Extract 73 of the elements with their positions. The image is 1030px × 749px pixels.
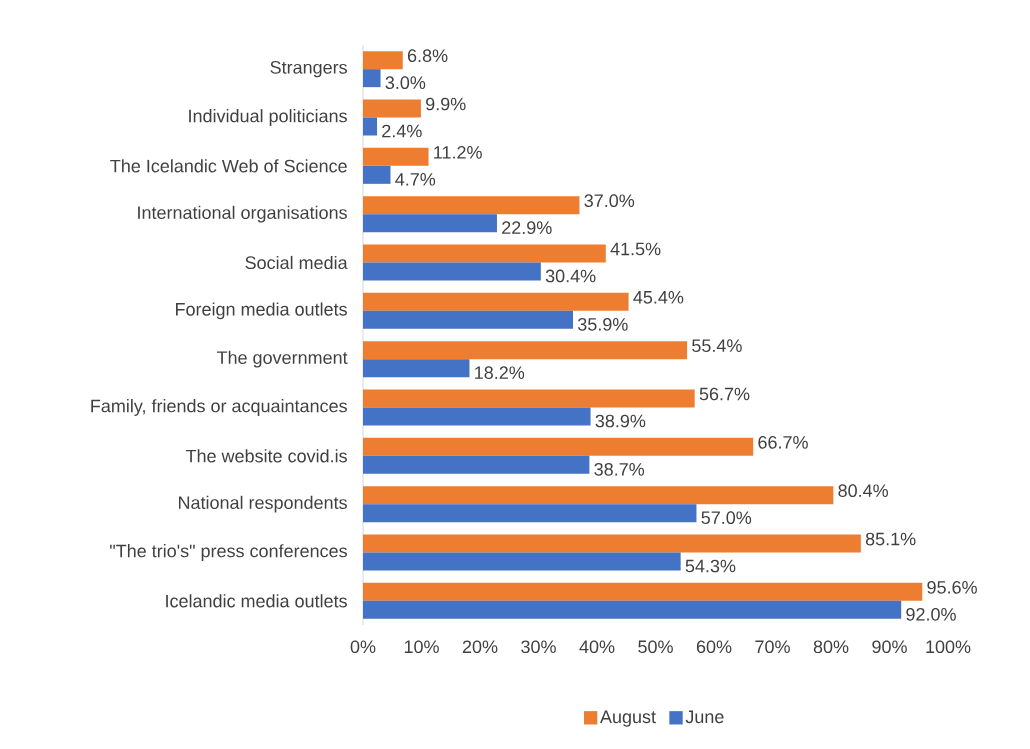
y-tick-label: Foreign media outlets	[176, 302, 347, 320]
bar	[363, 437, 754, 456]
data-label: 56.7%	[699, 387, 750, 401]
bar	[363, 341, 688, 360]
bar	[363, 262, 541, 281]
bar	[363, 244, 606, 263]
x-tick-label: 50%	[638, 640, 673, 654]
data-label: 35.9%	[577, 317, 628, 331]
data-label: 2.4%	[382, 124, 422, 138]
bar	[363, 196, 580, 215]
data-label: 55.4%	[692, 339, 742, 352]
y-tick-label: International organisations	[138, 205, 347, 223]
bar	[363, 99, 421, 118]
data-label: 38.9%	[595, 414, 646, 428]
y-tick-label: Family, friends or acquaintances	[91, 399, 347, 416]
x-tick-label: 70%	[755, 640, 790, 654]
data-label: 22.9%	[502, 221, 552, 235]
data-label: 30.4%	[545, 269, 596, 283]
bar	[363, 214, 497, 233]
bar	[363, 486, 834, 505]
bar	[363, 117, 378, 136]
bar	[363, 359, 470, 378]
data-label: 37.0%	[584, 194, 635, 208]
x-tick-label: 80%	[813, 640, 849, 654]
x-tick-label: 20%	[462, 640, 498, 654]
data-label: 45.4%	[633, 291, 684, 304]
data-label: 9.9%	[426, 97, 466, 111]
data-label: 18.2%	[475, 366, 525, 380]
data-label: 66.7%	[758, 435, 808, 449]
bar	[363, 292, 629, 311]
legend-label: August	[600, 710, 656, 727]
y-tick-label: National respondents	[179, 495, 347, 513]
bar	[363, 310, 574, 329]
x-tick-label: 10%	[404, 640, 439, 654]
data-label: 11.2%	[434, 146, 482, 159]
data-label: 95.6%	[927, 580, 977, 594]
data-label: 92.0%	[906, 607, 956, 621]
bar	[363, 389, 695, 408]
data-label: 54.3%	[685, 559, 736, 573]
data-label: 4.7%	[395, 173, 436, 186]
x-tick-label: 0%	[350, 640, 376, 654]
data-label: 57.0%	[701, 511, 752, 525]
y-tick-label: The government	[216, 350, 348, 368]
y-tick-label: Social media	[245, 255, 348, 270]
y-tick-label: Strangers	[270, 61, 347, 78]
x-tick-label: 90%	[872, 640, 907, 654]
data-label: 41.5%	[610, 242, 661, 256]
y-tick-label: Icelandic media outlets	[166, 594, 347, 608]
x-tick-label: 60%	[696, 640, 732, 654]
bar	[363, 504, 697, 523]
y-tick-label: Individual politicians	[189, 109, 347, 126]
bar	[363, 69, 381, 88]
x-tick-label: 100%	[926, 640, 971, 654]
data-label: 80.4%	[838, 484, 889, 498]
data-label: 38.7%	[594, 462, 645, 476]
data-label: 85.1%	[865, 532, 916, 546]
bar	[363, 165, 391, 184]
bar	[363, 51, 403, 70]
data-label: 3.0%	[385, 76, 426, 90]
data-label: 6.8%	[407, 49, 448, 63]
bar	[363, 455, 590, 474]
bar	[363, 147, 429, 166]
bar	[363, 600, 902, 619]
bar	[363, 582, 923, 601]
y-tick-label: The website covid.is	[185, 449, 347, 463]
legend-label: June	[685, 710, 724, 724]
bar	[363, 534, 861, 553]
bar	[363, 407, 591, 426]
x-tick-label: 40%	[579, 640, 615, 654]
y-tick-label: "The trio's" press conferences	[110, 544, 347, 561]
y-tick-label: The Icelandic Web of Science	[110, 159, 347, 173]
bar	[363, 552, 681, 571]
x-tick-label: 30%	[521, 640, 556, 654]
